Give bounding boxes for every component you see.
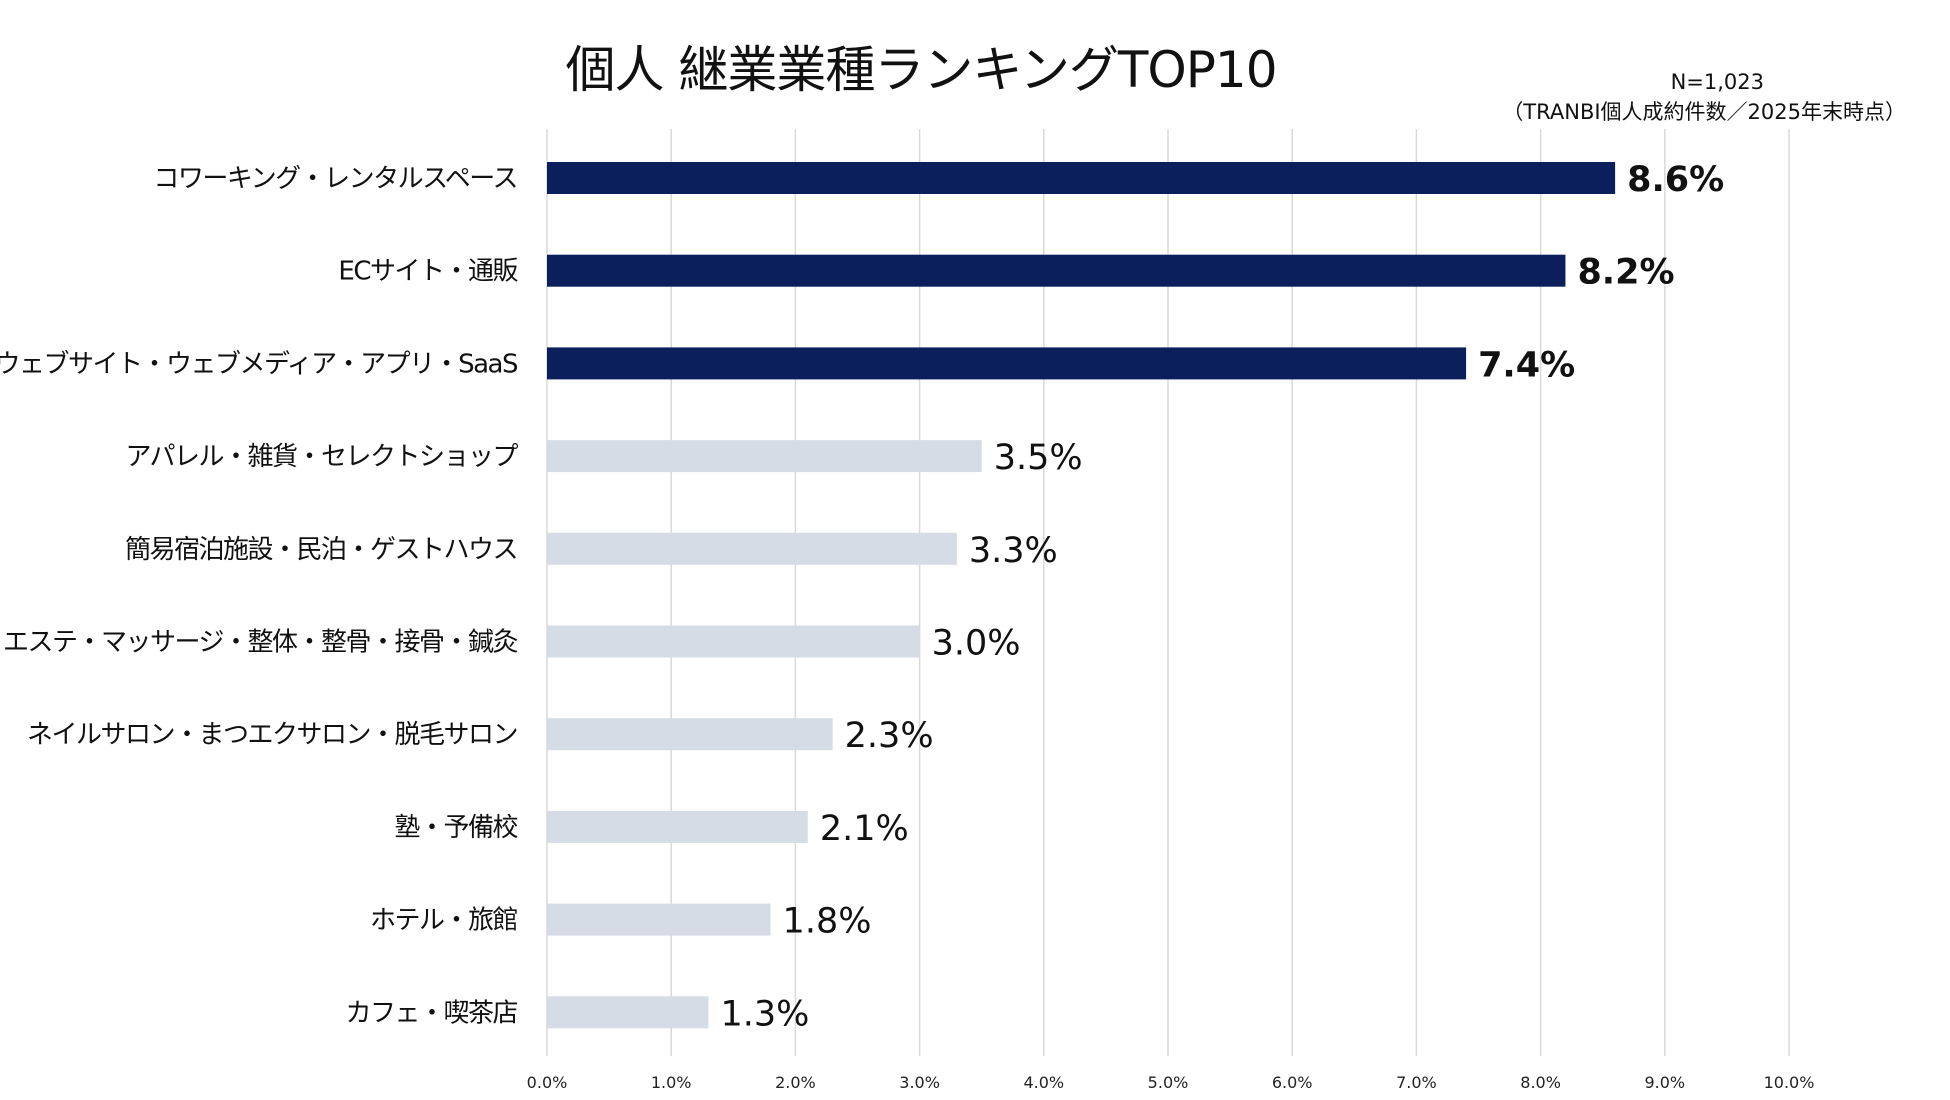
bar <box>547 532 957 565</box>
x-tick-label: 9.0% <box>1644 1073 1685 1092</box>
category-label: ECサイト・通販 <box>338 257 518 287</box>
data-label: 1.8% <box>783 902 872 942</box>
bar <box>547 347 1467 380</box>
category-label: 塾・予備校 <box>394 813 518 843</box>
bar <box>547 254 1566 287</box>
x-tick-label: 1.0% <box>651 1073 692 1092</box>
x-tick-label: 2.0% <box>775 1073 816 1092</box>
x-tick-label: 3.0% <box>899 1073 940 1092</box>
data-label: 2.1% <box>820 809 909 849</box>
category-label: コワーキング・レンタルスペース <box>153 164 517 194</box>
data-label: 3.5% <box>994 438 1083 478</box>
data-label: 7.4% <box>1478 345 1575 385</box>
bar <box>547 903 771 936</box>
data-label: 1.3% <box>720 994 809 1034</box>
sample-size-note: N=1,023 <box>1670 70 1764 94</box>
x-tick-label: 6.0% <box>1272 1073 1313 1092</box>
category-label: ウェブサイト・ウェブメディア・アプリ・SaaS <box>0 349 518 379</box>
source-note: （TRANBI個人成約件数／2025年末時点） <box>1502 100 1906 124</box>
bar <box>547 810 808 843</box>
bar <box>547 996 709 1029</box>
x-tick-label: 7.0% <box>1396 1073 1437 1092</box>
data-label: 2.3% <box>845 716 934 756</box>
chart-title: 個人 継業業種ランキングTOP10 <box>565 41 1277 99</box>
data-label: 3.0% <box>932 624 1021 664</box>
bar <box>547 625 920 658</box>
category-label: 簡易宿泊施設・民泊・ゲストハウス <box>125 535 517 565</box>
category-label: ネイルサロン・まつエクサロン・脱毛サロン <box>27 720 517 750</box>
x-tick-label: 4.0% <box>1023 1073 1064 1092</box>
data-label: 8.2% <box>1577 253 1674 293</box>
bar <box>547 718 833 751</box>
bar <box>547 162 1616 194</box>
x-tick-label: 10.0% <box>1764 1073 1815 1092</box>
category-label: カフェ・喫茶店 <box>345 998 517 1028</box>
category-label: ホテル・旅館 <box>370 906 518 936</box>
x-tick-label: 5.0% <box>1148 1073 1189 1092</box>
x-tick-label: 0.0% <box>527 1073 568 1092</box>
bar <box>547 440 982 473</box>
data-label: 8.6% <box>1627 160 1724 200</box>
category-label: エステ・マッサージ・整体・整骨・接骨・鍼灸 <box>3 628 517 658</box>
data-label: 3.3% <box>969 531 1058 571</box>
category-label: アパレル・雑貨・セレクトショップ <box>126 442 519 472</box>
x-tick-label: 8.0% <box>1520 1073 1561 1092</box>
